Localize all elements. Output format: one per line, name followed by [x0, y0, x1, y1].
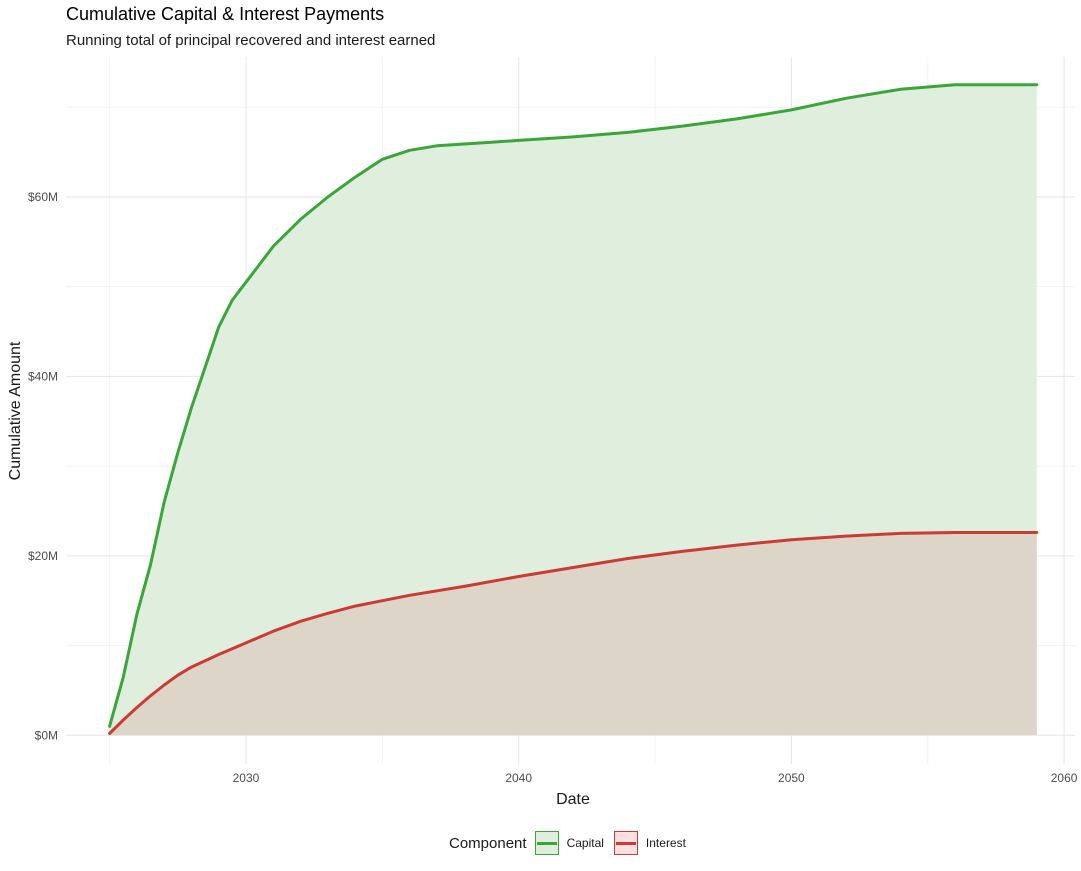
legend-title: Component	[449, 834, 527, 852]
legend: Component Capital Interest	[449, 831, 696, 855]
y-tick-label: $0M	[35, 728, 58, 742]
chart-subtitle: Running total of principal recovered and…	[66, 32, 436, 49]
y-tick-label: $20M	[28, 549, 58, 563]
x-tick-label: 2050	[778, 771, 805, 785]
area-interest	[109, 532, 1037, 736]
legend-key-capital	[534, 831, 559, 855]
legend-key-interest	[613, 831, 638, 855]
tick-labels: $0M $20M $40M $60M 2030 2040 2050 2060	[28, 190, 1078, 785]
x-axis-label: Date	[556, 791, 590, 808]
line-interest	[108, 531, 1039, 735]
series-lines	[108, 83, 1039, 735]
y-tick-label: $40M	[28, 369, 58, 383]
x-tick-label: 2040	[505, 771, 532, 785]
line-capital	[108, 83, 1039, 728]
y-axis-label: Cumulative Amount	[7, 341, 24, 480]
chart-title: Cumulative Capital & Interest Payments	[66, 4, 385, 24]
legend-label-capital: Capital	[566, 836, 604, 850]
area-fills	[109, 84, 1037, 736]
x-tick-label: 2030	[233, 771, 260, 785]
y-tick-label: $60M	[28, 190, 58, 204]
legend-label-interest: Interest	[645, 836, 686, 850]
x-tick-label: 2060	[1051, 771, 1078, 785]
